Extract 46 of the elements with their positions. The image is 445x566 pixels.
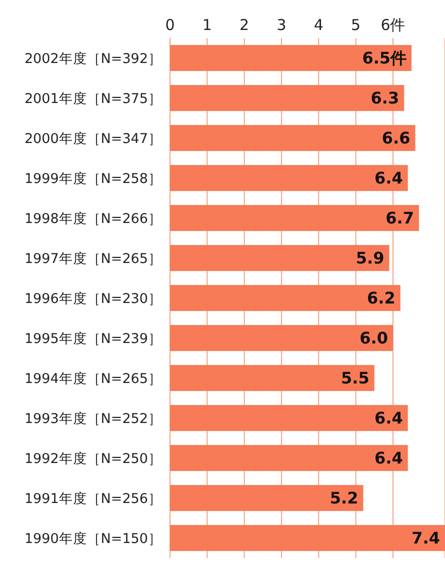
bar	[170, 445, 408, 471]
y-tick-label: 1993年度［N=252］	[24, 410, 162, 427]
bar	[170, 365, 374, 391]
y-tick-label: 2001年度［N=375］	[24, 90, 162, 107]
data-label: 5.2	[330, 488, 358, 508]
x-tick-label: 1	[202, 16, 212, 34]
y-tick-label: 1994年度［N=265］	[24, 370, 162, 387]
y-tick-label: 2002年度［N=392］	[24, 50, 162, 67]
y-tick-label: 1999年度［N=258］	[24, 170, 162, 187]
bar	[170, 285, 400, 311]
y-tick-label: 2000年度［N=347］	[24, 130, 162, 147]
data-label: 7.4	[412, 528, 440, 548]
x-tick-label: 0	[165, 16, 175, 34]
data-label: 6.5件	[362, 48, 407, 68]
bar	[170, 525, 445, 551]
y-tick-label: 1995年度［N=239］	[24, 330, 162, 347]
x-tick-label: 6件	[380, 16, 406, 34]
data-label: 5.5	[341, 368, 370, 388]
bar	[170, 85, 404, 111]
x-tick-label: 2	[240, 16, 250, 34]
data-label: 6.2	[367, 288, 396, 308]
bar	[170, 485, 364, 511]
bar	[170, 205, 419, 231]
data-label: 6.7	[386, 208, 414, 228]
bar	[170, 325, 393, 351]
y-tick-label: 1997年度［N=265］	[24, 250, 162, 267]
data-label: 6.4	[374, 448, 403, 468]
y-tick-label: 1990年度［N=150］	[24, 530, 162, 547]
bar	[170, 245, 390, 271]
x-tick-label: 4	[314, 16, 324, 34]
data-label: 6.4	[374, 168, 403, 188]
y-tick-label: 1998年度［N=266］	[24, 210, 162, 227]
bar	[170, 125, 416, 151]
bar	[170, 45, 412, 71]
data-label: 6.4	[374, 408, 403, 428]
bar	[170, 405, 408, 431]
y-tick-label: 1991年度［N=256］	[24, 490, 162, 507]
y-tick-label: 1992年度［N=250］	[24, 450, 162, 467]
y-tick-label: 1996年度［N=230］	[24, 290, 162, 307]
bar	[170, 165, 408, 191]
data-label: 6.0	[360, 328, 388, 348]
x-tick-label: 3	[276, 16, 286, 34]
data-label: 6.6	[382, 128, 410, 148]
x-tick-label: 5	[351, 16, 361, 34]
data-label: 6.3	[370, 88, 400, 108]
data-label: 5.9	[356, 248, 384, 268]
